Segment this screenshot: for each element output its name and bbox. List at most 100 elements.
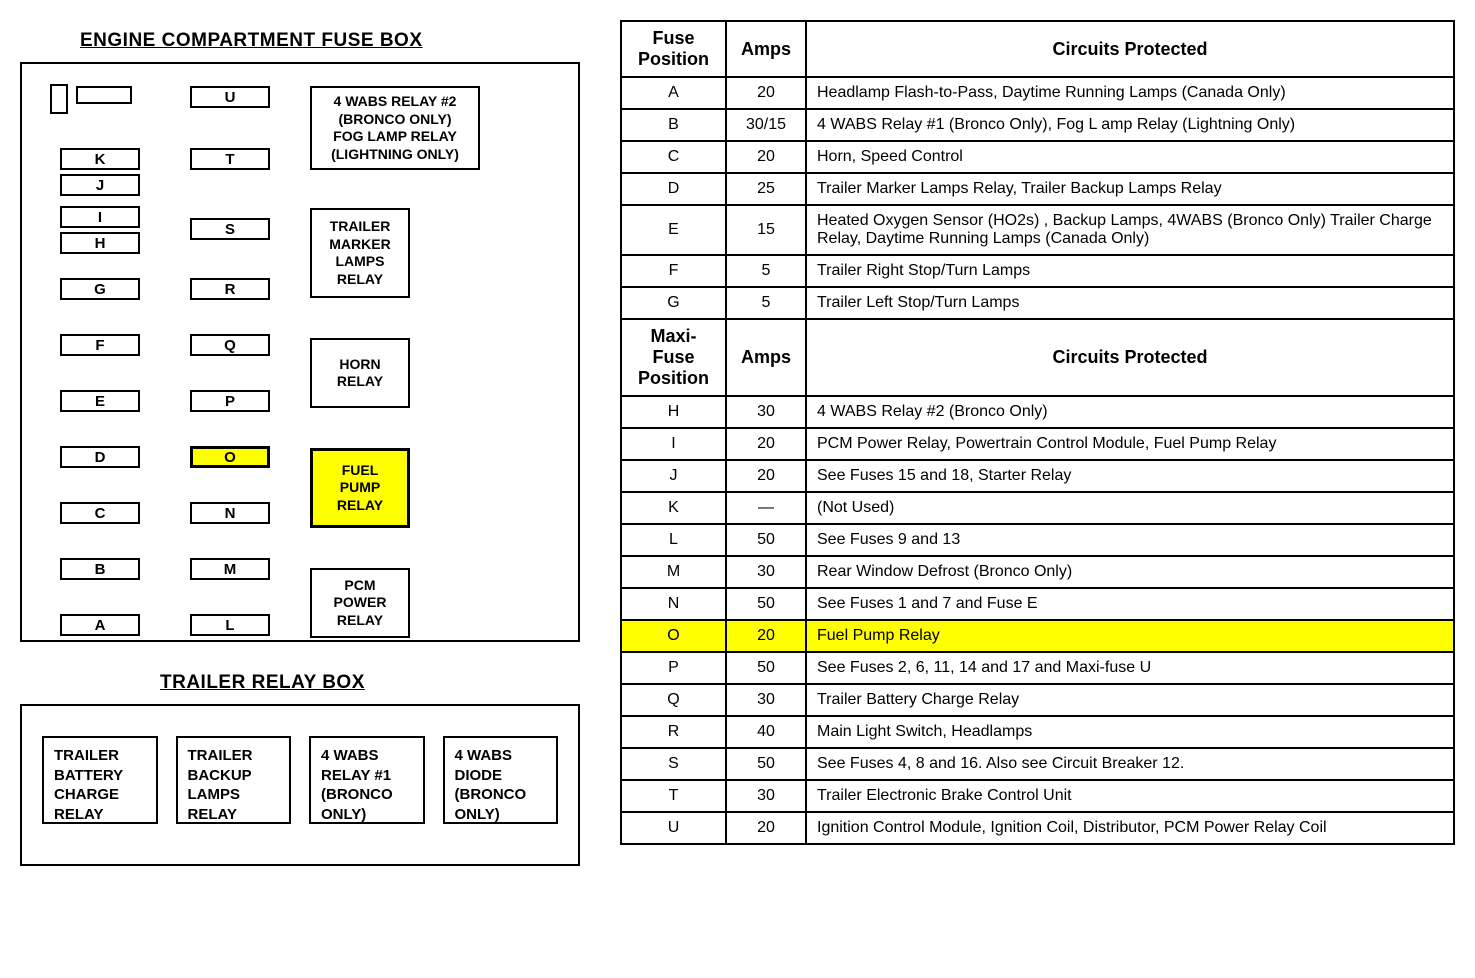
table-cell: S — [621, 748, 726, 780]
fuse-F: F — [60, 334, 140, 356]
trailer-relay-3: 4 WABSDIODE(BRONCOONLY) — [443, 736, 559, 824]
table-header: Maxi-FusePositionAmpsCircuits Protected — [621, 319, 1454, 396]
table-row: L50See Fuses 9 and 13 — [621, 524, 1454, 556]
fuse-D: D — [60, 446, 140, 468]
fuse-N: N — [190, 502, 270, 524]
table-row: K—(Not Used) — [621, 492, 1454, 524]
table-cell: (Not Used) — [806, 492, 1454, 524]
fuse-U: U — [190, 86, 270, 108]
table-cell: 50 — [726, 652, 806, 684]
fuse-Q: Q — [190, 334, 270, 356]
fuse-blank-horiz — [76, 86, 132, 104]
table-cell: 30 — [726, 396, 806, 428]
fuse-P: P — [190, 390, 270, 412]
table-cell: See Fuses 1 and 7 and Fuse E — [806, 588, 1454, 620]
table-cell: M — [621, 556, 726, 588]
table-row: A20Headlamp Flash-to-Pass, Daytime Runni… — [621, 77, 1454, 109]
table-cell: D — [621, 173, 726, 205]
table-row: G5Trailer Left Stop/Turn Lamps — [621, 287, 1454, 319]
table-cell: Trailer Battery Charge Relay — [806, 684, 1454, 716]
table-cell: 30 — [726, 556, 806, 588]
table-cell: Heated Oxygen Sensor (HO2s) , Backup Lam… — [806, 205, 1454, 255]
engine-box-title: ENGINE COMPARTMENT FUSE BOX — [80, 30, 580, 52]
fuse-K: K — [60, 148, 140, 170]
fuse-G: G — [60, 278, 140, 300]
trailer-box-title: TRAILER RELAY BOX — [160, 672, 580, 694]
table-row: P50See Fuses 2, 6, 11, 14 and 17 and Max… — [621, 652, 1454, 684]
table-cell: — — [726, 492, 806, 524]
table-cell: Trailer Right Stop/Turn Lamps — [806, 255, 1454, 287]
fuse-R: R — [190, 278, 270, 300]
table-row: M30Rear Window Defrost (Bronco Only) — [621, 556, 1454, 588]
table-cell: G — [621, 287, 726, 319]
table-cell: R — [621, 716, 726, 748]
page: ENGINE COMPARTMENT FUSE BOX KJIHGFEDCBAU… — [20, 20, 1455, 866]
fuse-grid: KJIHGFEDCBAUTSRQPONML4 WABS RELAY #2(BRO… — [40, 78, 560, 622]
fuse-table: FusePositionAmpsCircuits ProtectedA20Hea… — [620, 20, 1455, 845]
table-row: H304 WABS Relay #2 (Bronco Only) — [621, 396, 1454, 428]
table-row: S50See Fuses 4, 8 and 16. Also see Circu… — [621, 748, 1454, 780]
table-cell: Fuel Pump Relay — [806, 620, 1454, 652]
table-cell: Headlamp Flash-to-Pass, Daytime Running … — [806, 77, 1454, 109]
trailer-relay-1: TRAILERBACKUPLAMPSRELAY — [176, 736, 292, 824]
relay-2: HORNRELAY — [310, 338, 410, 408]
table-cell: 25 — [726, 173, 806, 205]
table-header-cell: Amps — [726, 319, 806, 396]
fuse-A: A — [60, 614, 140, 636]
table-row: B30/154 WABS Relay #1 (Bronco Only), Fog… — [621, 109, 1454, 141]
engine-fuse-box: KJIHGFEDCBAUTSRQPONML4 WABS RELAY #2(BRO… — [20, 62, 580, 642]
table-cell: 4 WABS Relay #2 (Bronco Only) — [806, 396, 1454, 428]
fuse-C: C — [60, 502, 140, 524]
fuse-blank-vert — [50, 84, 68, 114]
table-cell: C — [621, 141, 726, 173]
table-cell: H — [621, 396, 726, 428]
table-row: J20See Fuses 15 and 18, Starter Relay — [621, 460, 1454, 492]
table-row: Q30Trailer Battery Charge Relay — [621, 684, 1454, 716]
table-cell: Rear Window Defrost (Bronco Only) — [806, 556, 1454, 588]
trailer-relay-2: 4 WABSRELAY #1(BRONCOONLY) — [309, 736, 425, 824]
relay-1: TRAILERMARKERLAMPSRELAY — [310, 208, 410, 298]
table-header-cell: Circuits Protected — [806, 319, 1454, 396]
table-cell: See Fuses 9 and 13 — [806, 524, 1454, 556]
table-cell: E — [621, 205, 726, 255]
table-header-cell: Circuits Protected — [806, 21, 1454, 77]
fuse-B: B — [60, 558, 140, 580]
table-cell: 30 — [726, 780, 806, 812]
table-cell: 15 — [726, 205, 806, 255]
table-header: FusePositionAmpsCircuits Protected — [621, 21, 1454, 77]
table-cell: 40 — [726, 716, 806, 748]
table-row: O20Fuel Pump Relay — [621, 620, 1454, 652]
trailer-relay-0: TRAILERBATTERYCHARGERELAY — [42, 736, 158, 824]
table-cell: Trailer Electronic Brake Control Unit — [806, 780, 1454, 812]
table-cell: N — [621, 588, 726, 620]
fuse-E: E — [60, 390, 140, 412]
table-cell: See Fuses 15 and 18, Starter Relay — [806, 460, 1454, 492]
table-cell: Trailer Marker Lamps Relay, Trailer Back… — [806, 173, 1454, 205]
trailer-relay-box: TRAILERBATTERYCHARGERELAYTRAILERBACKUPLA… — [20, 704, 580, 866]
right-column: FusePositionAmpsCircuits ProtectedA20Hea… — [620, 20, 1455, 845]
table-row: D25Trailer Marker Lamps Relay, Trailer B… — [621, 173, 1454, 205]
table-row: F5Trailer Right Stop/Turn Lamps — [621, 255, 1454, 287]
table-cell: B — [621, 109, 726, 141]
table-cell: Main Light Switch, Headlamps — [806, 716, 1454, 748]
table-cell: Trailer Left Stop/Turn Lamps — [806, 287, 1454, 319]
table-header-cell: Maxi-FusePosition — [621, 319, 726, 396]
table-cell: 30 — [726, 684, 806, 716]
table-row: E15Heated Oxygen Sensor (HO2s) , Backup … — [621, 205, 1454, 255]
table-row: U20Ignition Control Module, Ignition Coi… — [621, 812, 1454, 844]
fuse-I: I — [60, 206, 140, 228]
table-row: N50See Fuses 1 and 7 and Fuse E — [621, 588, 1454, 620]
fuse-O: O — [190, 446, 270, 468]
table-cell: 50 — [726, 524, 806, 556]
table-cell: Horn, Speed Control — [806, 141, 1454, 173]
table-cell: O — [621, 620, 726, 652]
table-row: R40Main Light Switch, Headlamps — [621, 716, 1454, 748]
table-cell: U — [621, 812, 726, 844]
fuse-J: J — [60, 174, 140, 196]
left-column: ENGINE COMPARTMENT FUSE BOX KJIHGFEDCBAU… — [20, 20, 580, 866]
table-row: C20Horn, Speed Control — [621, 141, 1454, 173]
table-cell: K — [621, 492, 726, 524]
table-cell: 20 — [726, 141, 806, 173]
table-cell: See Fuses 2, 6, 11, 14 and 17 and Maxi-f… — [806, 652, 1454, 684]
table-cell: 20 — [726, 812, 806, 844]
